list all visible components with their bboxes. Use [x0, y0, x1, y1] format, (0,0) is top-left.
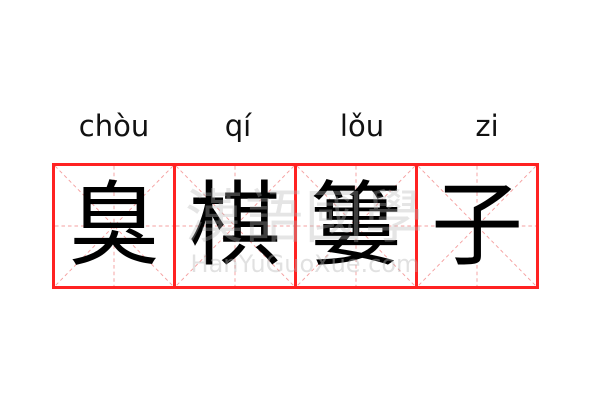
- character-cell: 棋: [173, 163, 297, 289]
- character: 子: [430, 172, 523, 279]
- character: 臭: [67, 172, 160, 279]
- pinyin-1: qí: [224, 109, 252, 143]
- guide-lines: [297, 166, 415, 286]
- pinyin-2: lǒu: [339, 109, 385, 143]
- guide-lines: [418, 166, 536, 286]
- pinyin-0: chòu: [78, 109, 150, 143]
- character: 簍: [309, 172, 402, 279]
- character-cell: 臭: [52, 163, 176, 289]
- guide-lines: [176, 166, 294, 286]
- character-cell: 簍: [294, 163, 418, 289]
- character: 棋: [188, 172, 281, 279]
- character-grid: 臭 棋 簍 子: [52, 163, 549, 289]
- pinyin-3: zi: [475, 109, 499, 143]
- guide-lines: [55, 166, 173, 286]
- character-cell: 子: [415, 163, 539, 289]
